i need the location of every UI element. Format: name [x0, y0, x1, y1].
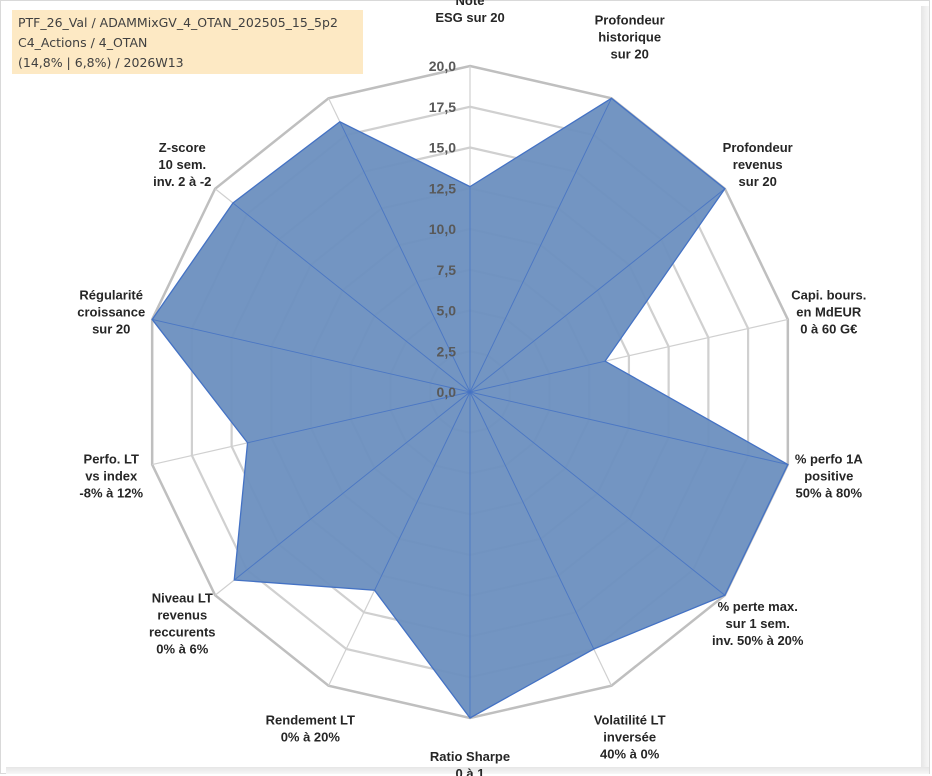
- axis-label-0: Note ESG sur 20: [435, 0, 504, 25]
- tick-label-1: 2,5: [437, 343, 457, 359]
- frame-shadow-right: [921, 6, 929, 774]
- axis-label-8: Rendement LT 0% à 20%: [266, 713, 355, 745]
- series-ray-2: [469, 188, 726, 393]
- series-ray-5: [469, 391, 726, 596]
- series-ray-13: [339, 121, 471, 393]
- series-ray-11: [152, 319, 471, 393]
- axis-label-12: Z-score 10 sem. inv. 2 à -2: [153, 140, 211, 189]
- axis-label-9-line-2: reccurents: [149, 624, 215, 639]
- tick-label-0: 0,0: [437, 384, 457, 400]
- axis-label-1: Profondeur historique sur 20: [595, 12, 665, 61]
- series-ray-3: [469, 360, 606, 393]
- axis-label-6-line-0: Volatilité LT: [594, 713, 666, 728]
- axis-label-5: % perte max. sur 1 sem. inv. 50% à 20%: [712, 599, 804, 648]
- axis-label-12-line-1: 10 sem.: [158, 157, 206, 172]
- axis-label-11-line-1: croissance: [77, 305, 145, 320]
- series-ray-4: [469, 391, 788, 465]
- series-ray-8: [374, 391, 471, 591]
- tick-label-8: 20,0: [429, 58, 456, 74]
- axis-label-10: Perfo. LT vs index -8% à 12%: [79, 451, 143, 500]
- axis-label-7-line-0: Ratio Sharpe: [430, 749, 510, 764]
- axis-label-2-line-0: Profondeur: [723, 140, 793, 155]
- axis-label-10-line-2: -8% à 12%: [79, 485, 143, 500]
- axis-label-0-line-0: Note: [456, 0, 485, 8]
- axis-label-7-line-1: 0 à 1: [456, 766, 485, 776]
- series-ray-6: [469, 391, 595, 650]
- axis-label-9-line-1: revenus: [157, 607, 207, 622]
- series-ray-1: [469, 98, 612, 393]
- axis-label-5-line-2: inv. 50% à 20%: [712, 633, 804, 648]
- title-line-2: C4_Actions / 4_OTAN: [18, 35, 148, 50]
- series-ray-9: [233, 391, 471, 581]
- frame-shadow-bottom: [6, 767, 929, 774]
- axis-label-2: Profondeur revenus sur 20: [723, 140, 793, 189]
- axis-label-4: % perfo 1A positive 50% à 80%: [795, 451, 864, 500]
- tick-label-7: 17,5: [429, 99, 456, 115]
- axis-label-3: Capi. bours. en MdEUR 0 à 60 G€: [791, 288, 866, 337]
- radar-series: [151, 97, 789, 719]
- axis-label-9-line-3: 0% à 6%: [156, 641, 208, 656]
- axis-label-9-line-0: Niveau LT: [152, 590, 213, 605]
- axis-label-6: Volatilité LT inversée 40% à 0%: [594, 713, 666, 762]
- title-line-1: PTF_26_Val / ADAMMixGV_4_OTAN_202505_15_…: [18, 15, 338, 30]
- tick-label-2: 5,0: [437, 303, 457, 319]
- axis-label-1-line-0: Profondeur: [595, 12, 665, 27]
- axis-label-12-line-0: Z-score: [159, 140, 206, 155]
- axis-label-6-line-2: 40% à 0%: [600, 747, 660, 762]
- axis-label-1-line-2: sur 20: [611, 46, 649, 61]
- axis-label-4-line-0: % perfo 1A: [795, 451, 864, 466]
- axis-label-1-line-1: historique: [598, 29, 661, 44]
- axis-label-3-line-2: 0 à 60 G€: [800, 322, 857, 337]
- axis-label-4-line-1: positive: [804, 468, 853, 483]
- axis-label-8-line-0: Rendement LT: [266, 713, 355, 728]
- axis-label-3-line-0: Capi. bours.: [791, 288, 866, 303]
- axis-label-2-line-1: revenus: [733, 157, 783, 172]
- axis-label-5-line-0: % perte max.: [718, 599, 798, 614]
- axis-label-2-line-2: sur 20: [739, 174, 777, 189]
- tick-label-6: 15,0: [429, 140, 456, 156]
- series-ray-12: [232, 202, 471, 393]
- title-line-3: (14,8% | 6,8%) / 2026W13: [18, 55, 184, 70]
- axis-label-5-line-1: sur 1 sem.: [726, 616, 790, 631]
- axis-label-9: Niveau LT revenus reccurents 0% à 6%: [149, 590, 215, 656]
- axis-label-11-line-2: sur 20: [92, 322, 130, 337]
- chart-title-box: PTF_26_Val / ADAMMixGV_4_OTAN_202505_15_…: [12, 10, 363, 74]
- axis-label-7: Ratio Sharpe 0 à 1: [430, 749, 510, 776]
- tick-label-5: 12,5: [429, 180, 456, 196]
- axis-label-4-line-2: 50% à 80%: [796, 485, 863, 500]
- axis-label-10-line-0: Perfo. LT: [84, 451, 139, 466]
- axis-label-8-line-1: 0% à 20%: [281, 730, 341, 745]
- axis-label-3-line-1: en MdEUR: [796, 305, 862, 320]
- axis-label-12-line-2: inv. 2 à -2: [153, 174, 211, 189]
- series-ray-10: [247, 391, 471, 444]
- axis-label-0-line-1: ESG sur 20: [435, 10, 504, 25]
- tick-label-3: 7,5: [437, 262, 457, 278]
- axis-label-11: Régularité croissance sur 20: [77, 288, 145, 337]
- radial-tick-labels: 0,0 2,5 5,0 7,5 10,0 12,5 15,0 17,5 20,0: [429, 58, 456, 400]
- axis-label-6-line-1: inversée: [603, 730, 656, 745]
- axis-label-11-line-0: Régularité: [79, 288, 143, 303]
- tick-label-4: 10,0: [429, 221, 456, 237]
- axis-label-10-line-1: vs index: [85, 468, 138, 483]
